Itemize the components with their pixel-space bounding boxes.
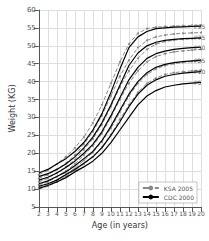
svg-text:16: 16	[161, 210, 169, 217]
svg-text:P95: P95	[194, 23, 205, 30]
svg-text:60: 60	[27, 6, 36, 14]
svg-text:3: 3	[46, 210, 50, 217]
svg-text:50: 50	[27, 42, 36, 50]
svg-text:6: 6	[73, 210, 77, 217]
svg-text:5: 5	[64, 210, 68, 217]
svg-text:P75: P75	[194, 34, 205, 41]
svg-text:10: 10	[27, 185, 36, 193]
svg-text:Weight (KG): Weight (KG)	[8, 84, 17, 132]
svg-text:20: 20	[197, 210, 205, 217]
svg-text:20: 20	[27, 149, 36, 157]
svg-text:19: 19	[188, 210, 196, 217]
svg-text:15: 15	[27, 167, 36, 175]
svg-text:P10: P10	[194, 68, 205, 75]
svg-text:40: 40	[27, 78, 36, 86]
svg-text:5: 5	[31, 203, 35, 211]
svg-text:CDC 2000: CDC 2000	[164, 194, 194, 201]
svg-text:18: 18	[179, 210, 187, 217]
svg-text:17: 17	[170, 210, 178, 217]
svg-text:P25: P25	[194, 57, 205, 64]
svg-text:9: 9	[100, 210, 104, 217]
svg-text:2: 2	[37, 210, 41, 217]
svg-text:8: 8	[91, 210, 95, 217]
svg-text:15: 15	[152, 210, 160, 217]
svg-text:10: 10	[107, 210, 115, 217]
svg-text:4: 4	[55, 210, 59, 217]
svg-text:KSA 2005: KSA 2005	[164, 185, 193, 192]
svg-text:14: 14	[143, 210, 151, 217]
svg-text:55: 55	[27, 24, 36, 32]
svg-text:P50: P50	[194, 44, 205, 51]
svg-text:13: 13	[134, 210, 142, 217]
svg-text:7: 7	[82, 210, 86, 217]
svg-text:12: 12	[125, 210, 133, 217]
svg-text:11: 11	[116, 210, 124, 217]
svg-text:Age (in years): Age (in years)	[92, 221, 148, 230]
svg-text:35: 35	[27, 96, 36, 104]
svg-text:25: 25	[27, 131, 36, 139]
svg-text:P5: P5	[194, 79, 202, 86]
svg-text:45: 45	[27, 60, 36, 68]
svg-text:30: 30	[27, 113, 36, 121]
